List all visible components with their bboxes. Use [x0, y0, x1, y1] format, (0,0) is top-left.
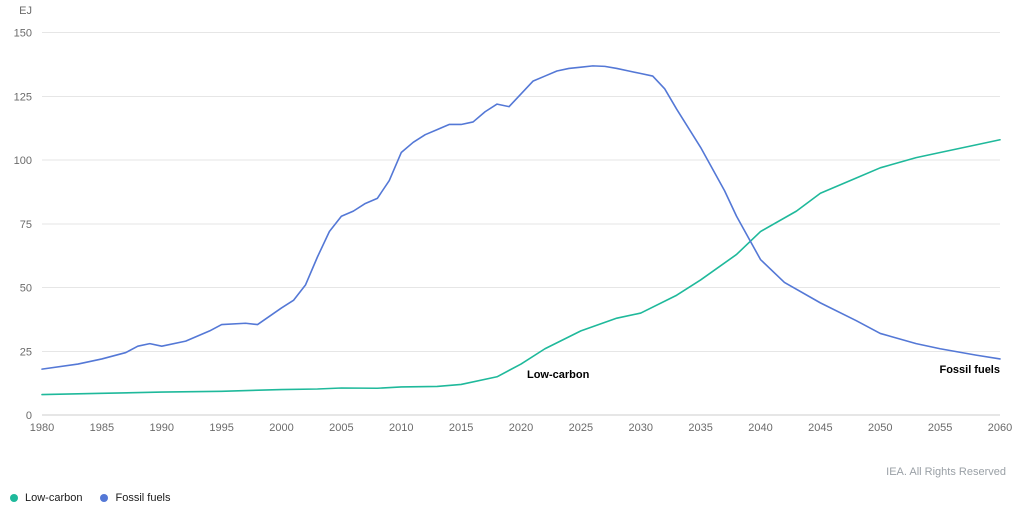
series-inline-label-fossil_fuels: Fossil fuels — [939, 364, 1000, 376]
series-line-fossil_fuels — [42, 66, 1000, 369]
y-axis-label: EJ — [19, 5, 32, 17]
legend-label: Low-carbon — [25, 492, 82, 504]
y-tick-label: 50 — [20, 283, 32, 295]
x-tick-label: 2035 — [688, 422, 712, 434]
y-tick-label: 125 — [14, 91, 32, 103]
x-tick-label: 2050 — [868, 422, 892, 434]
footer-credit: IEA. All Rights Reserved — [886, 466, 1006, 478]
y-tick-label: 0 — [26, 410, 32, 422]
x-tick-label: 2060 — [988, 422, 1012, 434]
legend: Low-carbon Fossil fuels — [10, 492, 171, 504]
series-inline-label-low_carbon: Low-carbon — [527, 369, 590, 381]
x-tick-label: 2020 — [509, 422, 533, 434]
line-chart: 0 25 50 75 100 125 150 EJ 1980 1985 1990 1995 2000 20… — [0, 0, 1024, 450]
chart-container: 0 25 50 75 100 125 150 EJ 1980 1985 1990 1995 2000 20… — [0, 0, 1024, 514]
y-tick-label: 75 — [20, 219, 32, 231]
series-line-low_carbon — [42, 140, 1000, 395]
x-tick-label: 2030 — [629, 422, 653, 434]
legend-dot-icon — [10, 494, 18, 502]
legend-label: Fossil fuels — [115, 492, 170, 504]
x-tick-label: 1995 — [209, 422, 233, 434]
x-tick-label: 2045 — [808, 422, 832, 434]
x-tick-label: 2040 — [748, 422, 772, 434]
x-tick-label: 2005 — [329, 422, 353, 434]
legend-dot-icon — [100, 494, 108, 502]
y-tick-label: 25 — [20, 346, 32, 358]
x-tick-label: 2000 — [269, 422, 293, 434]
x-tick-label: 2010 — [389, 422, 413, 434]
x-tick-label: 2055 — [928, 422, 952, 434]
legend-item-fossil-fuels: Fossil fuels — [100, 492, 170, 504]
x-tick-label: 2015 — [449, 422, 473, 434]
x-tick-label: 1985 — [90, 422, 114, 434]
legend-item-low-carbon: Low-carbon — [10, 492, 82, 504]
y-tick-label: 100 — [14, 155, 32, 167]
x-tick-label: 1990 — [150, 422, 174, 434]
y-tick-label: 150 — [14, 28, 32, 40]
x-tick-label: 1980 — [30, 422, 54, 434]
x-tick-label: 2025 — [569, 422, 593, 434]
